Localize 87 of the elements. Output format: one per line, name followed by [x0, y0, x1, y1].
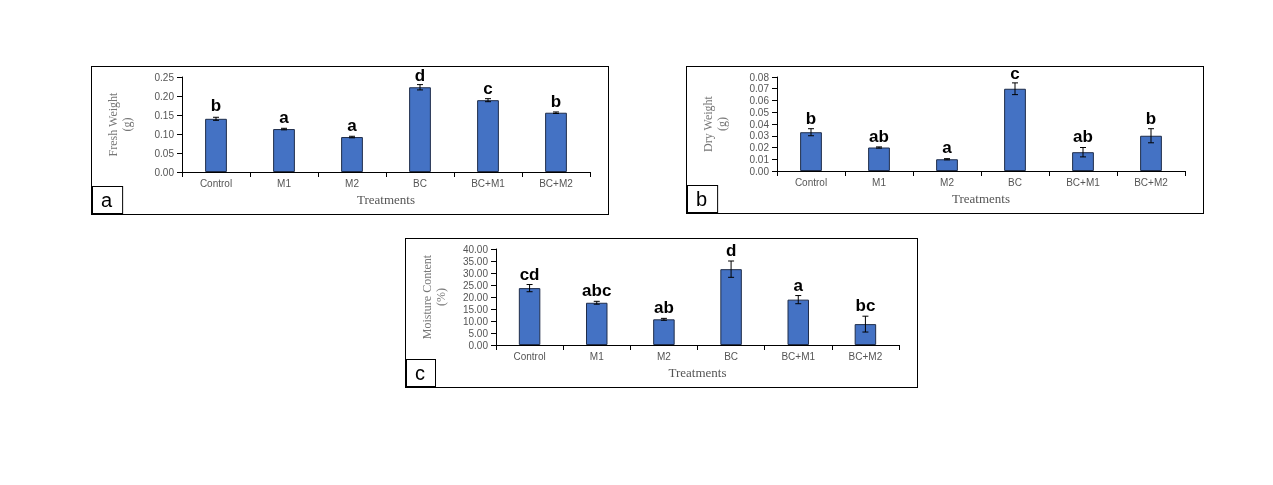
bar — [868, 147, 890, 171]
y-tick-label: 0.08 — [749, 71, 770, 83]
annotation: bc — [855, 295, 876, 315]
y-tick-label: 0.05 — [749, 106, 770, 118]
y-tick-label: 0.15 — [154, 109, 175, 121]
annotation: d — [725, 240, 737, 260]
x-tick-label: M1 — [589, 350, 605, 362]
bar — [720, 269, 742, 345]
x-tick-label: Control — [513, 350, 546, 362]
annotation: a — [347, 116, 358, 136]
x-tick-label: BC+M2 — [848, 350, 883, 362]
annotation: a — [793, 275, 804, 295]
bar — [854, 324, 877, 345]
text: a — [101, 189, 113, 211]
y-tick-label: 30.00 — [462, 267, 489, 279]
y-tick-label: 0.25 — [154, 71, 175, 83]
x-tick-label: BC+M2 — [1134, 176, 1169, 188]
annotation: b — [210, 96, 222, 116]
bar — [545, 112, 567, 172]
x-tick-label: BC+M1 — [471, 177, 506, 189]
x-tick-label: BC — [1008, 176, 1022, 188]
x-tick-label: M2 — [656, 350, 672, 362]
x-tick-label: BC+M1 — [781, 350, 816, 362]
x-tick-label: BC — [724, 350, 739, 362]
bar — [477, 100, 499, 172]
x-tick-label: BC+M1 — [1066, 176, 1101, 188]
y-tick-label: 0.10 — [154, 128, 175, 140]
y-axis-title: Dry Weight (g) — [701, 95, 729, 152]
y-tick-label: 0.03 — [749, 130, 770, 142]
text: c — [415, 362, 425, 384]
bar — [273, 129, 295, 172]
bar — [586, 302, 608, 345]
y-tick-label: 0.07 — [749, 83, 770, 95]
x-axis-title: Treatments — [951, 190, 1011, 206]
annotation: b — [550, 92, 562, 112]
annotation: b — [805, 108, 817, 128]
x-tick-label: Control — [794, 176, 828, 188]
y-tick-label: 0.01 — [749, 153, 770, 165]
annotation: a — [942, 138, 953, 158]
bar — [936, 159, 958, 171]
x-axis-title: Treatments — [356, 191, 416, 207]
y-tick-label: 0.20 — [154, 90, 175, 102]
bar — [653, 319, 675, 345]
bar — [1140, 135, 1162, 171]
y-tick-label: 0.00 — [468, 339, 489, 351]
y-tick-label: 0.02 — [749, 142, 770, 153]
annotation: b — [1145, 108, 1157, 128]
y-axis-title: Fresh Weight (g) — [106, 91, 134, 157]
y-tick-label: 35.00 — [462, 255, 489, 267]
x-tick-label: M2 — [940, 176, 955, 188]
x-tick-label: M1 — [872, 176, 887, 188]
x-tick-label: BC+M2 — [539, 177, 574, 189]
y-tick-label: 25.00 — [462, 279, 489, 291]
x-axis-title: Treatments — [668, 364, 727, 380]
bar — [800, 132, 822, 171]
annotation: c — [1010, 64, 1020, 84]
annotation: ab — [869, 126, 889, 146]
x-tick-label: M2 — [345, 177, 360, 189]
bar — [409, 87, 431, 172]
y-axis-title: Moisture Content (%) — [420, 254, 448, 340]
y-tick-label: 0.00 — [154, 166, 175, 178]
x-tick-label: BC — [413, 177, 427, 189]
bar — [1072, 152, 1094, 171]
annotation: d — [414, 65, 426, 85]
annotation: ab — [1073, 127, 1093, 147]
bar — [518, 288, 541, 345]
y-tick-label: 0.05 — [154, 147, 175, 159]
y-tick-label: 10.00 — [462, 315, 489, 327]
annotation: abc — [582, 280, 612, 300]
y-tick-label: 0.06 — [749, 95, 770, 106]
y-tick-label: 20.00 — [462, 291, 489, 303]
bar — [1004, 88, 1026, 171]
bar — [205, 118, 227, 172]
text: b — [696, 188, 708, 210]
annotation: a — [279, 108, 290, 128]
y-tick-label: 0.04 — [749, 118, 770, 130]
y-tick-label: 15.00 — [462, 303, 489, 315]
y-tick-label: 40.00 — [462, 243, 489, 255]
y-tick-label: 0.00 — [749, 165, 770, 177]
y-tick-label: 5.00 — [468, 327, 489, 339]
annotation: c — [483, 79, 493, 99]
bar — [341, 137, 363, 172]
annotation: cd — [519, 264, 540, 284]
annotation: ab — [653, 297, 674, 317]
bar — [787, 299, 809, 345]
x-tick-label: M1 — [277, 177, 292, 189]
x-tick-label: Control — [199, 177, 233, 189]
